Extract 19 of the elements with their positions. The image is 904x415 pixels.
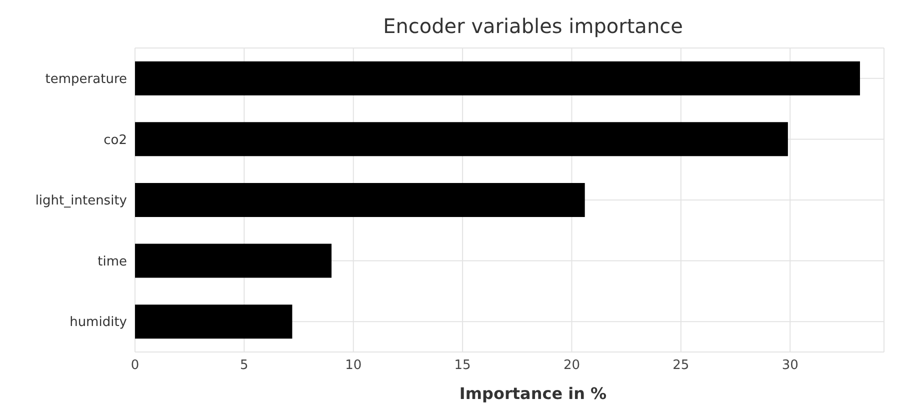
x-tick-label: 10	[345, 358, 362, 374]
x-tick-label: 0	[130, 358, 140, 374]
x-tick-label: 15	[454, 358, 471, 374]
y-tick-label: light_intensity	[35, 194, 128, 209]
bar	[135, 244, 332, 278]
bar	[135, 182, 585, 217]
y-tick-label: temperature	[45, 72, 127, 88]
y-tick-label: humidity	[70, 315, 128, 330]
x-tick-label: 5	[240, 358, 248, 374]
chart-title: Encoder variables importance	[382, 14, 684, 38]
x-tick-label: 25	[672, 358, 690, 374]
x-tick-label: 20	[563, 358, 580, 374]
x-axis-title: Importance in %	[458, 384, 608, 403]
y-tick-label: time	[98, 254, 127, 270]
y-tick-label: co2	[104, 132, 127, 148]
x-tick-label: 30	[782, 358, 798, 374]
bar	[135, 304, 292, 339]
bar	[135, 61, 860, 96]
bar	[135, 122, 788, 156]
